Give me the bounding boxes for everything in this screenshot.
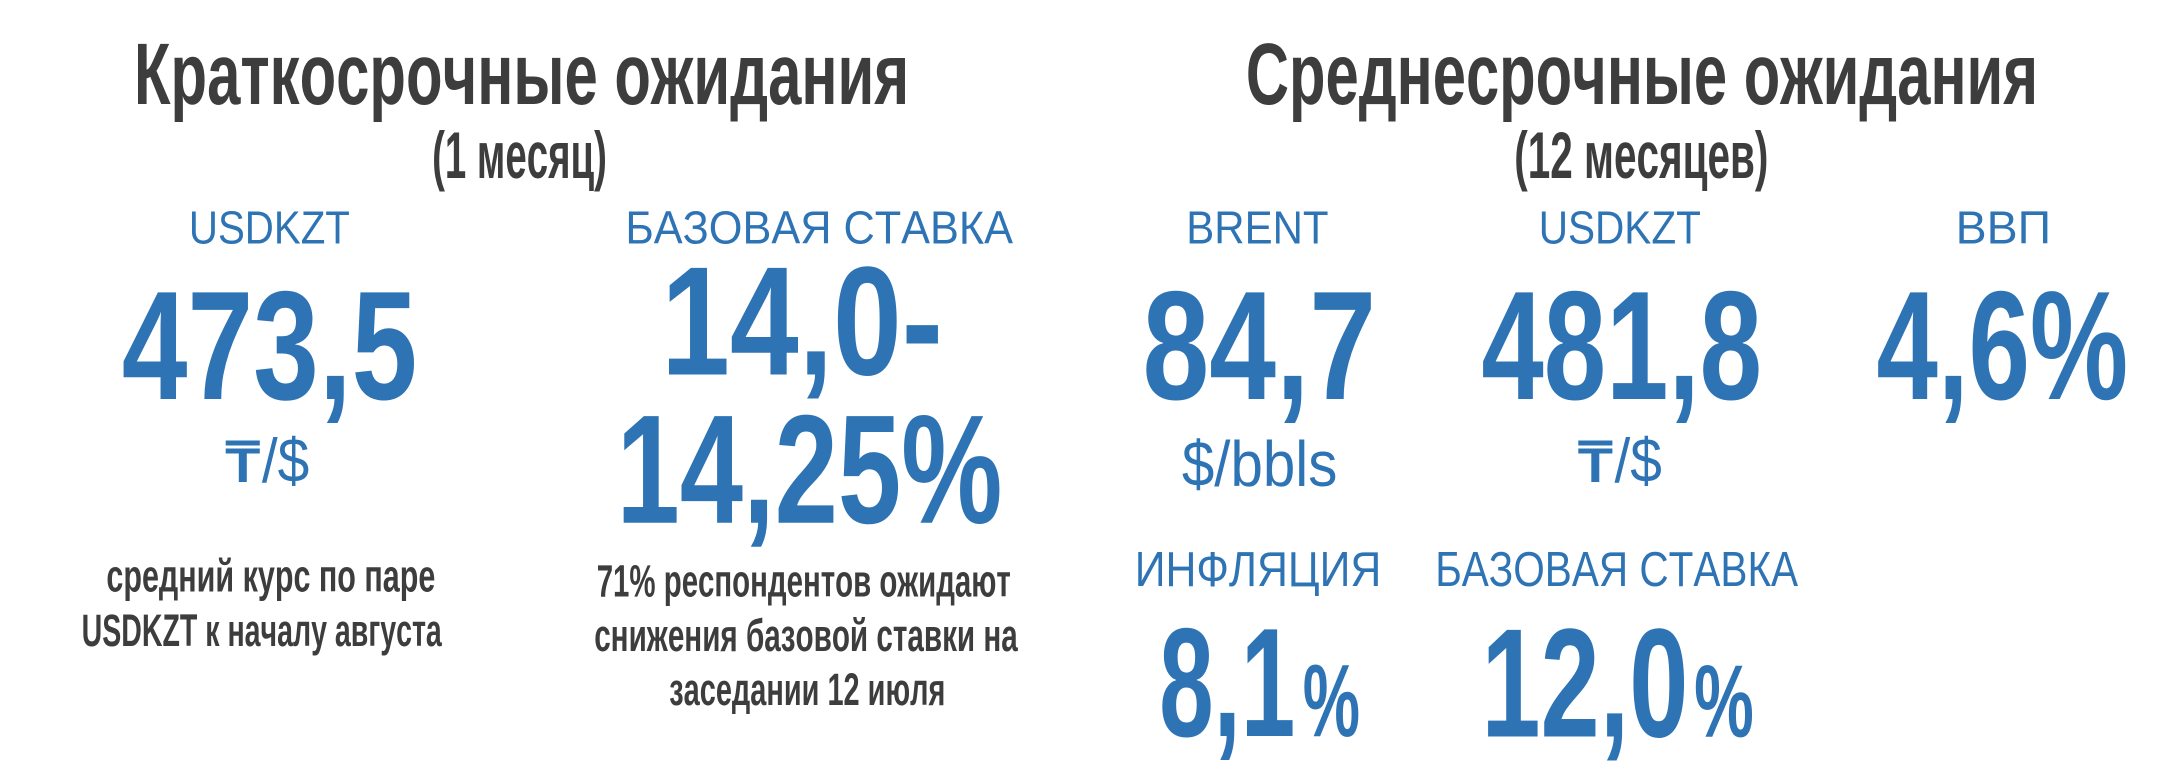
svg-text:14,0-: 14,0- bbox=[661, 235, 943, 408]
svg-text:%: % bbox=[1694, 644, 1754, 759]
svg-text:%: % bbox=[1303, 643, 1360, 758]
svg-text:ВВП: ВВП bbox=[1956, 202, 2051, 254]
svg-text:USDKZT: USDKZT bbox=[189, 202, 350, 254]
svg-text:USDKZT: USDKZT bbox=[1539, 202, 1701, 254]
svg-text:4,6%: 4,6% bbox=[1877, 259, 2129, 432]
svg-text:71% респондентов ожидают: 71% респондентов ожидают bbox=[597, 556, 1011, 607]
svg-text:12,0: 12,0 bbox=[1481, 597, 1688, 770]
svg-text:БАЗОВАЯ СТАВКА: БАЗОВАЯ СТАВКА bbox=[625, 202, 1013, 254]
svg-text:84,7: 84,7 bbox=[1143, 259, 1377, 432]
svg-text:/$: /$ bbox=[1615, 427, 1662, 496]
svg-text:снижения базовой ставки на: снижения базовой ставки на bbox=[594, 610, 1018, 661]
svg-text:ИНФЛЯЦИЯ: ИНФЛЯЦИЯ bbox=[1135, 543, 1382, 597]
svg-text:/$: /$ bbox=[262, 427, 309, 496]
svg-text:14,25%: 14,25% bbox=[617, 383, 1003, 556]
svg-text:473,5: 473,5 bbox=[122, 259, 418, 432]
svg-text:заседании 12 июля: заседании 12 июля bbox=[669, 664, 945, 715]
svg-text:Среднесрочные ожидания: Среднесрочные ожидания bbox=[1246, 26, 2038, 123]
svg-text:BRENT: BRENT bbox=[1186, 202, 1328, 254]
svg-text:481,8: 481,8 bbox=[1481, 259, 1762, 432]
svg-text:USDKZT к началу августа: USDKZT к началу августа bbox=[82, 605, 443, 656]
svg-text:средний курс по паре: средний курс по паре bbox=[106, 551, 435, 602]
svg-text:(12 месяцев): (12 месяцев) bbox=[1514, 118, 1768, 192]
svg-text:$/bbls: $/bbls bbox=[1182, 428, 1338, 500]
svg-text:Краткосрочные ожидания: Краткосрочные ожидания bbox=[134, 26, 909, 123]
svg-text:(1 месяц): (1 месяц) bbox=[432, 118, 607, 192]
svg-text:8,1: 8,1 bbox=[1159, 596, 1295, 769]
svg-text:БАЗОВАЯ СТАВКА: БАЗОВАЯ СТАВКА bbox=[1435, 543, 1798, 597]
